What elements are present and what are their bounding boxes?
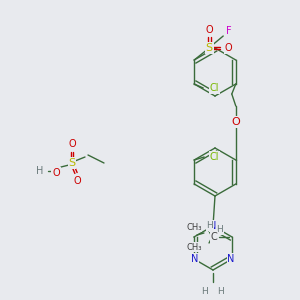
Text: Cl: Cl — [209, 152, 219, 162]
Text: O: O — [231, 117, 240, 127]
Text: F: F — [226, 26, 232, 36]
Text: H: H — [218, 286, 224, 296]
Text: O: O — [206, 25, 213, 35]
Text: H: H — [202, 286, 208, 296]
Text: N: N — [227, 254, 235, 264]
Text: H: H — [207, 221, 213, 230]
Text: S: S — [206, 43, 213, 53]
Text: O: O — [73, 176, 81, 186]
Text: H: H — [36, 166, 44, 176]
Text: Cl: Cl — [209, 83, 219, 93]
Text: C: C — [211, 232, 218, 242]
Text: O: O — [68, 139, 76, 149]
Text: CH₃: CH₃ — [187, 223, 202, 232]
Text: S: S — [68, 158, 76, 168]
Text: N: N — [191, 254, 199, 264]
Text: H: H — [217, 226, 223, 235]
Text: CH₃: CH₃ — [187, 242, 202, 251]
Text: N: N — [209, 221, 217, 231]
Text: O: O — [52, 168, 60, 178]
Text: O: O — [224, 43, 232, 53]
